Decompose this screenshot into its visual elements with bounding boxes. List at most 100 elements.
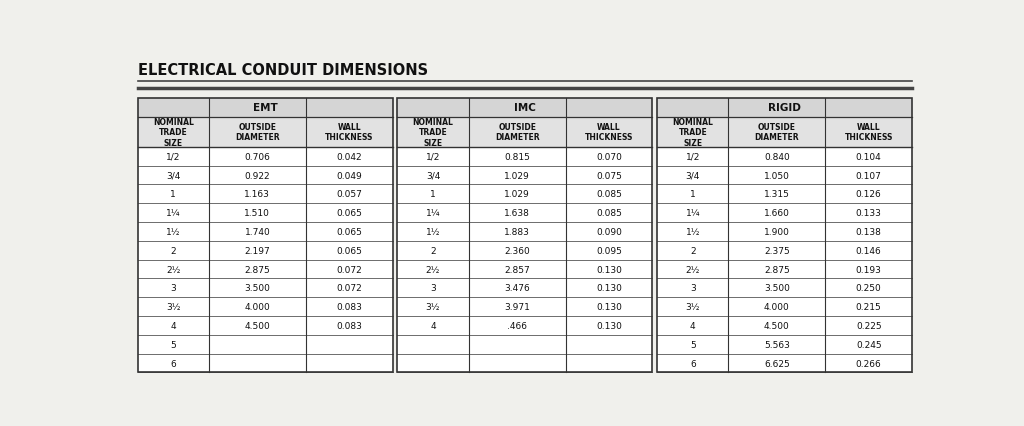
Text: 1.510: 1.510 (245, 209, 270, 218)
Text: OUTSIDE
DIAMETER: OUTSIDE DIAMETER (495, 123, 540, 142)
Text: 1/2: 1/2 (686, 153, 700, 161)
Text: NOMINAL
TRADE
SIZE: NOMINAL TRADE SIZE (153, 118, 194, 147)
Text: IMC: IMC (514, 103, 536, 113)
Text: EMT: EMT (253, 103, 278, 113)
Text: 3.476: 3.476 (504, 284, 530, 293)
Bar (397, 118, 652, 147)
Text: 1¼: 1¼ (685, 209, 700, 218)
Text: 0.104: 0.104 (856, 153, 882, 161)
Text: 3.500: 3.500 (245, 284, 270, 293)
Bar (657, 279, 912, 297)
Text: RIGID: RIGID (768, 103, 801, 113)
Text: 2.375: 2.375 (764, 246, 790, 255)
Text: 2½: 2½ (686, 265, 700, 274)
Text: 0.107: 0.107 (856, 171, 882, 180)
Bar (657, 166, 912, 185)
Bar (137, 185, 392, 204)
Bar (657, 118, 912, 147)
Text: 0.083: 0.083 (336, 302, 362, 311)
Bar (137, 204, 392, 222)
Bar (657, 316, 912, 335)
Text: 0.130: 0.130 (596, 321, 622, 330)
Text: 1: 1 (690, 190, 695, 199)
Text: 1¼: 1¼ (166, 209, 180, 218)
Bar (657, 222, 912, 241)
Text: 1.029: 1.029 (504, 171, 530, 180)
Text: 3/4: 3/4 (426, 171, 440, 180)
Bar (397, 354, 652, 373)
Bar (397, 204, 652, 222)
Text: 6: 6 (690, 359, 695, 368)
Bar (657, 335, 912, 354)
Text: OUTSIDE
DIAMETER: OUTSIDE DIAMETER (755, 123, 800, 142)
Text: 0.085: 0.085 (596, 209, 622, 218)
Text: 1.163: 1.163 (245, 190, 270, 199)
Text: 0.126: 0.126 (856, 190, 882, 199)
Text: 3: 3 (690, 284, 695, 293)
Bar (397, 279, 652, 297)
Text: 3/4: 3/4 (686, 171, 700, 180)
Text: NOMINAL
TRADE
SIZE: NOMINAL TRADE SIZE (673, 118, 713, 147)
Text: WALL
THICKNESS: WALL THICKNESS (585, 123, 633, 142)
Bar (657, 260, 912, 279)
Bar (137, 279, 392, 297)
Bar (657, 99, 912, 118)
Text: 4: 4 (170, 321, 176, 330)
Text: WALL
THICKNESS: WALL THICKNESS (325, 123, 374, 142)
Bar (137, 118, 392, 147)
Bar (137, 335, 392, 354)
Bar (657, 297, 912, 316)
Text: 0.922: 0.922 (245, 171, 270, 180)
Bar (137, 241, 392, 260)
Text: 2.857: 2.857 (504, 265, 530, 274)
Text: 2.197: 2.197 (245, 246, 270, 255)
Text: 0.193: 0.193 (856, 265, 882, 274)
Text: 1½: 1½ (426, 227, 440, 236)
Bar (137, 316, 392, 335)
Text: 1¼: 1¼ (426, 209, 440, 218)
Text: 0.706: 0.706 (245, 153, 270, 161)
Text: 3.971: 3.971 (504, 302, 530, 311)
Text: 3: 3 (170, 284, 176, 293)
Text: 0.225: 0.225 (856, 321, 882, 330)
Bar (397, 222, 652, 241)
Text: 6.625: 6.625 (764, 359, 790, 368)
Text: 1/2: 1/2 (426, 153, 440, 161)
Text: 2: 2 (430, 246, 436, 255)
Text: 2: 2 (170, 246, 176, 255)
Text: 0.057: 0.057 (336, 190, 362, 199)
Bar (137, 260, 392, 279)
Bar (657, 241, 912, 260)
Bar (137, 297, 392, 316)
Text: 0.072: 0.072 (336, 284, 362, 293)
Text: 2.875: 2.875 (245, 265, 270, 274)
Bar (657, 147, 912, 166)
Text: 3: 3 (430, 284, 436, 293)
Text: 0.840: 0.840 (764, 153, 790, 161)
Text: 2½: 2½ (426, 265, 440, 274)
Text: 0.146: 0.146 (856, 246, 882, 255)
Text: 0.085: 0.085 (596, 190, 622, 199)
Bar (397, 297, 652, 316)
Text: 1/2: 1/2 (166, 153, 180, 161)
Text: 1½: 1½ (685, 227, 700, 236)
Text: 0.266: 0.266 (856, 359, 882, 368)
Text: 1.660: 1.660 (764, 209, 790, 218)
Text: 1.883: 1.883 (504, 227, 530, 236)
Text: OUTSIDE
DIAMETER: OUTSIDE DIAMETER (236, 123, 280, 142)
Text: 0.133: 0.133 (856, 209, 882, 218)
Bar (657, 354, 912, 373)
Bar (397, 241, 652, 260)
Text: 2½: 2½ (166, 265, 180, 274)
Bar (137, 99, 392, 373)
Bar (397, 185, 652, 204)
Text: 4.000: 4.000 (245, 302, 270, 311)
Text: 0.250: 0.250 (856, 284, 882, 293)
Bar (397, 147, 652, 166)
Text: 0.049: 0.049 (336, 171, 362, 180)
Text: 0.070: 0.070 (596, 153, 622, 161)
Text: NOMINAL
TRADE
SIZE: NOMINAL TRADE SIZE (413, 118, 454, 147)
Text: 3½: 3½ (685, 302, 700, 311)
Text: 4: 4 (690, 321, 695, 330)
Text: 4.500: 4.500 (245, 321, 270, 330)
